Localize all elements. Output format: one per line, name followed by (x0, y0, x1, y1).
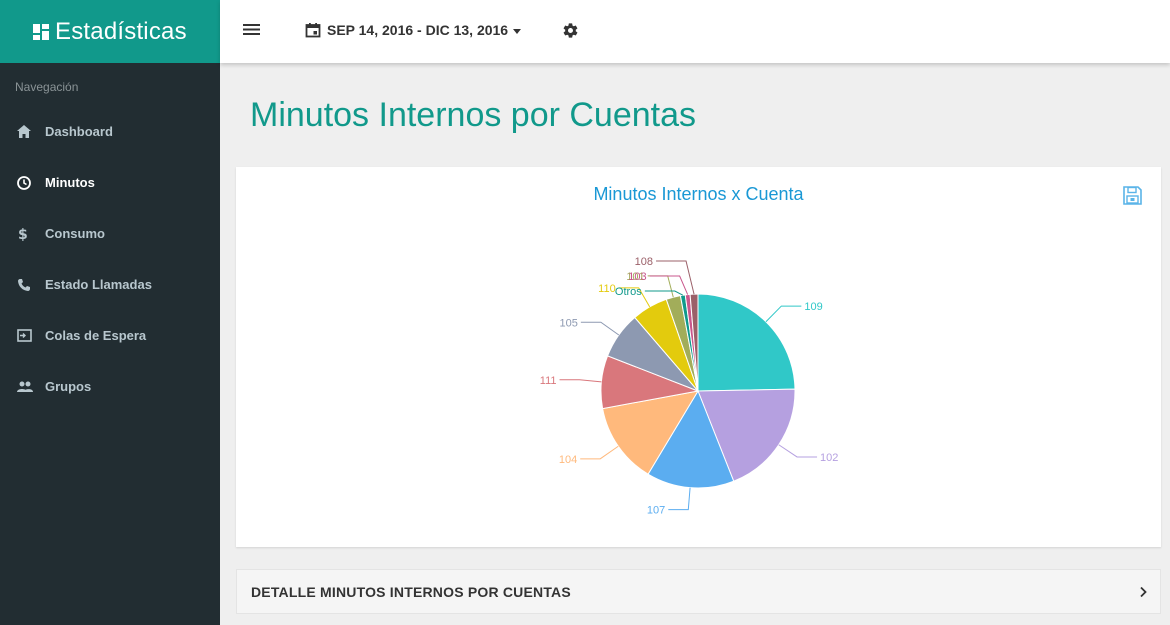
sidebar-item-label: Grupos (45, 379, 92, 394)
pie-leader-line (559, 379, 602, 383)
sidebar-item-label: Colas de Espera (45, 328, 147, 343)
clock-icon (17, 175, 31, 190)
sidebar-item-label: Estado Llamadas (45, 277, 152, 292)
sidebar-item-label: Minutos (45, 175, 95, 190)
calendar-icon (305, 23, 321, 38)
pie-leader-line (618, 287, 651, 308)
detail-accordion[interactable]: DETALLE MINUTOS INTERNOS POR CUENTAS (236, 569, 1161, 614)
brand-bar[interactable]: Estadísticas (0, 0, 220, 63)
pie-leader-line (668, 487, 691, 511)
pie-label: 109 (804, 301, 822, 313)
pie-label: Otros (615, 286, 642, 298)
pie-leader-line (778, 444, 818, 458)
sidebar-item-dashboard[interactable]: Dashboard (0, 106, 220, 157)
pie-leader-line (647, 275, 674, 298)
pie-leader-line (644, 290, 684, 296)
pie-label: 102 (820, 452, 838, 464)
pie-slice[interactable] (602, 390, 699, 475)
page-title: Minutos Internos por Cuentas (250, 96, 697, 134)
sidebar: Estadísticas Navegación Dashboard Minuto… (0, 0, 220, 625)
settings-button[interactable] (562, 22, 579, 44)
caret-down-icon (513, 28, 522, 34)
pie-leader-line (649, 275, 689, 295)
svg-text:$: $ (18, 227, 27, 241)
pie-label: 101 (626, 271, 644, 283)
pie-chart: 109 102 107 104 111 105 110 101 Otros 103 108 (540, 256, 839, 517)
sidebar-item-label: Dashboard (45, 124, 113, 139)
detail-label: DETALLE MINUTOS INTERNOS POR CUENTAS (251, 583, 571, 600)
date-range-label: SEP 14, 2016 - DIC 13, 2016 (327, 22, 509, 38)
sidebar-item-estado-llamadas[interactable]: Estado Llamadas (0, 259, 220, 310)
group-icon (17, 381, 33, 392)
pie-label: 103 (628, 271, 646, 283)
pie-slice[interactable] (697, 293, 796, 392)
sidebar-item-minutos[interactable]: Minutos (0, 157, 220, 208)
date-range-picker[interactable]: SEP 14, 2016 - DIC 13, 2016 (305, 22, 522, 38)
sidebar-item-grupos[interactable]: Grupos (0, 361, 220, 412)
pie-label: 104 (559, 454, 577, 466)
pie-label: 111 (540, 375, 557, 387)
queue-icon (17, 329, 32, 342)
home-icon (17, 125, 31, 138)
dashboard-icon (33, 23, 49, 40)
pie-label: 110 (598, 283, 616, 295)
sidebar-item-consumo[interactable]: $ Consumo (0, 208, 220, 259)
pie-leader-line (656, 260, 695, 295)
menu-toggle-button[interactable] (243, 22, 261, 41)
gear-icon (563, 23, 578, 38)
chevron-right-icon (1138, 585, 1148, 603)
nav-header: Navegación (15, 80, 79, 94)
save-icon (1123, 186, 1142, 205)
chart-title: Minutos Internos x Cuenta (593, 184, 804, 204)
sidebar-item-label: Consumo (45, 226, 105, 241)
app-title: Estadísticas (55, 17, 187, 45)
pie-leader-line (580, 445, 619, 460)
pie-leader-line (580, 321, 620, 336)
pie-label: 107 (647, 505, 665, 517)
save-chart-button[interactable] (1123, 186, 1142, 210)
chart-card: Minutos Internos x Cuenta 109 102 107 104 11… (236, 167, 1161, 547)
dollar-icon: $ (18, 227, 27, 241)
pie-label: 105 (559, 317, 577, 329)
hamburger-icon (243, 24, 260, 35)
pie-slice[interactable] (647, 389, 735, 489)
pie-label: 108 (635, 256, 653, 268)
pie-slice[interactable] (697, 388, 796, 482)
top-navbar: SEP 14, 2016 - DIC 13, 2016 (220, 0, 1170, 63)
sidebar-item-colas-de-espera[interactable]: Colas de Espera (0, 310, 220, 361)
pie-leader-line (765, 305, 802, 323)
phone-icon (18, 278, 30, 291)
